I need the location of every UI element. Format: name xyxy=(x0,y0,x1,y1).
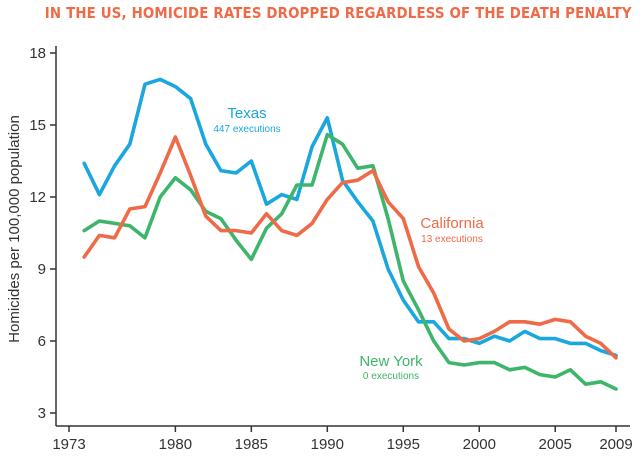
chart-title: IN THE US, HOMICIDE RATES DROPPED REGARD… xyxy=(44,4,632,22)
y-tick-label: 3 xyxy=(38,405,46,422)
series-line-california xyxy=(82,135,618,360)
x-axis-ticks: 1973 1980 1985 1990 1995 2000 2005 2009 xyxy=(52,426,633,453)
y-tick-label: 6 xyxy=(38,333,46,350)
y-axis-ticks: 3 6 9 12 15 18 xyxy=(29,45,56,422)
series-label-new-york: New York xyxy=(359,353,423,370)
series-line-new-york xyxy=(82,132,618,391)
series-note-california: 13 executions xyxy=(421,234,483,245)
y-tick-label: 15 xyxy=(29,117,46,134)
x-tick-label: 1985 xyxy=(235,436,268,453)
y-tick-label: 9 xyxy=(38,261,46,278)
x-tick-label: 1990 xyxy=(311,436,344,453)
x-tick-label: 1995 xyxy=(387,436,420,453)
x-tick-label: 1973 xyxy=(52,436,85,453)
x-tick-label: 1980 xyxy=(159,436,192,453)
series-label-california: California xyxy=(420,215,484,232)
series-note-texas: 447 executions xyxy=(213,124,280,135)
series-label-texas: Texas xyxy=(227,105,266,122)
x-tick-label: 2009 xyxy=(599,436,632,453)
x-tick-label: 2005 xyxy=(539,436,572,453)
series-note-new-york: 0 executions xyxy=(363,371,419,382)
series-lines xyxy=(82,77,618,391)
series-line-texas xyxy=(82,77,618,358)
x-tick-label: 2000 xyxy=(463,436,496,453)
y-axis-title: Homicides per 100,000 population xyxy=(6,115,23,343)
y-tick-label: 12 xyxy=(29,189,46,206)
y-tick-label: 18 xyxy=(29,45,46,62)
series-labels: Texas 447 executions California 13 executio… xyxy=(213,105,484,382)
